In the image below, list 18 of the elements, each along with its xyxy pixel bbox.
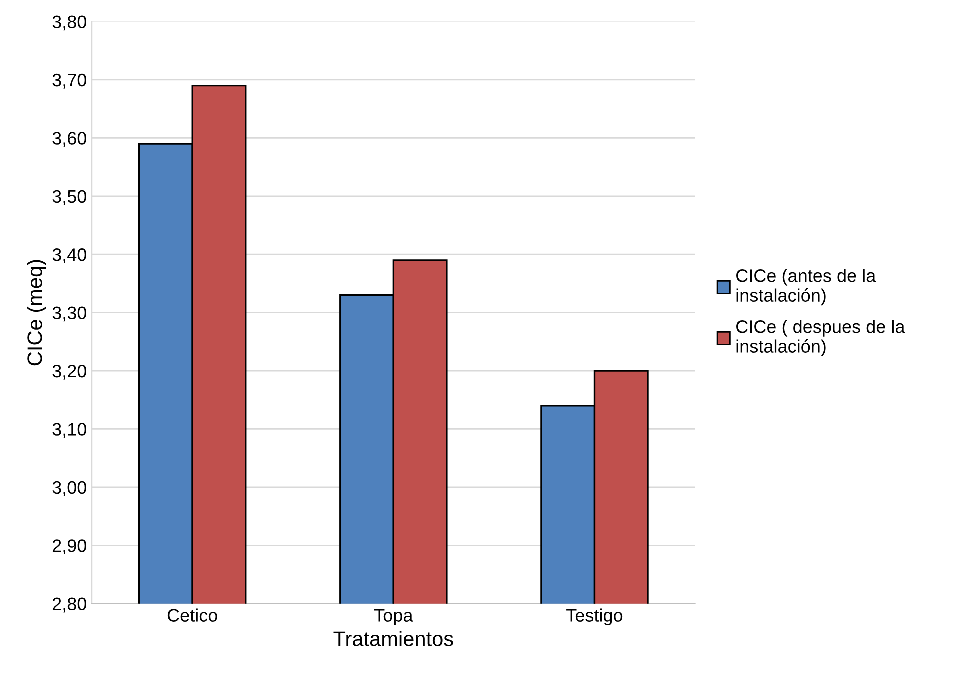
legend-label: CICe ( despues de la instalación) [736,320,906,357]
x-tick-label: Topa [374,609,414,626]
y-tick-label: 3,20 [52,364,86,380]
y-tick-label: 3,40 [52,248,86,264]
y-tick-label: 2,90 [52,540,86,554]
y-tick-label: 3,70 [52,74,86,89]
legend-label: CICe (antes de la instalación) [736,269,876,306]
x-axis-title: Tratamientos [334,631,454,646]
y-tick-label: 3,60 [52,132,86,148]
y-tick-label: 3,00 [52,481,86,496]
y-tick-label: 3,30 [52,306,86,322]
x-tick-label: Cetico [168,608,218,622]
y-tick-label: 3,10 [52,423,86,438]
y-tick-label: 2,80 [52,598,86,613]
y-tick-label: 3,50 [52,190,86,206]
y-tick-label: 3,80 [52,16,86,31]
y-axis-title: CICe (meq) [27,260,47,366]
x-tick-label: Testigo [566,608,623,626]
